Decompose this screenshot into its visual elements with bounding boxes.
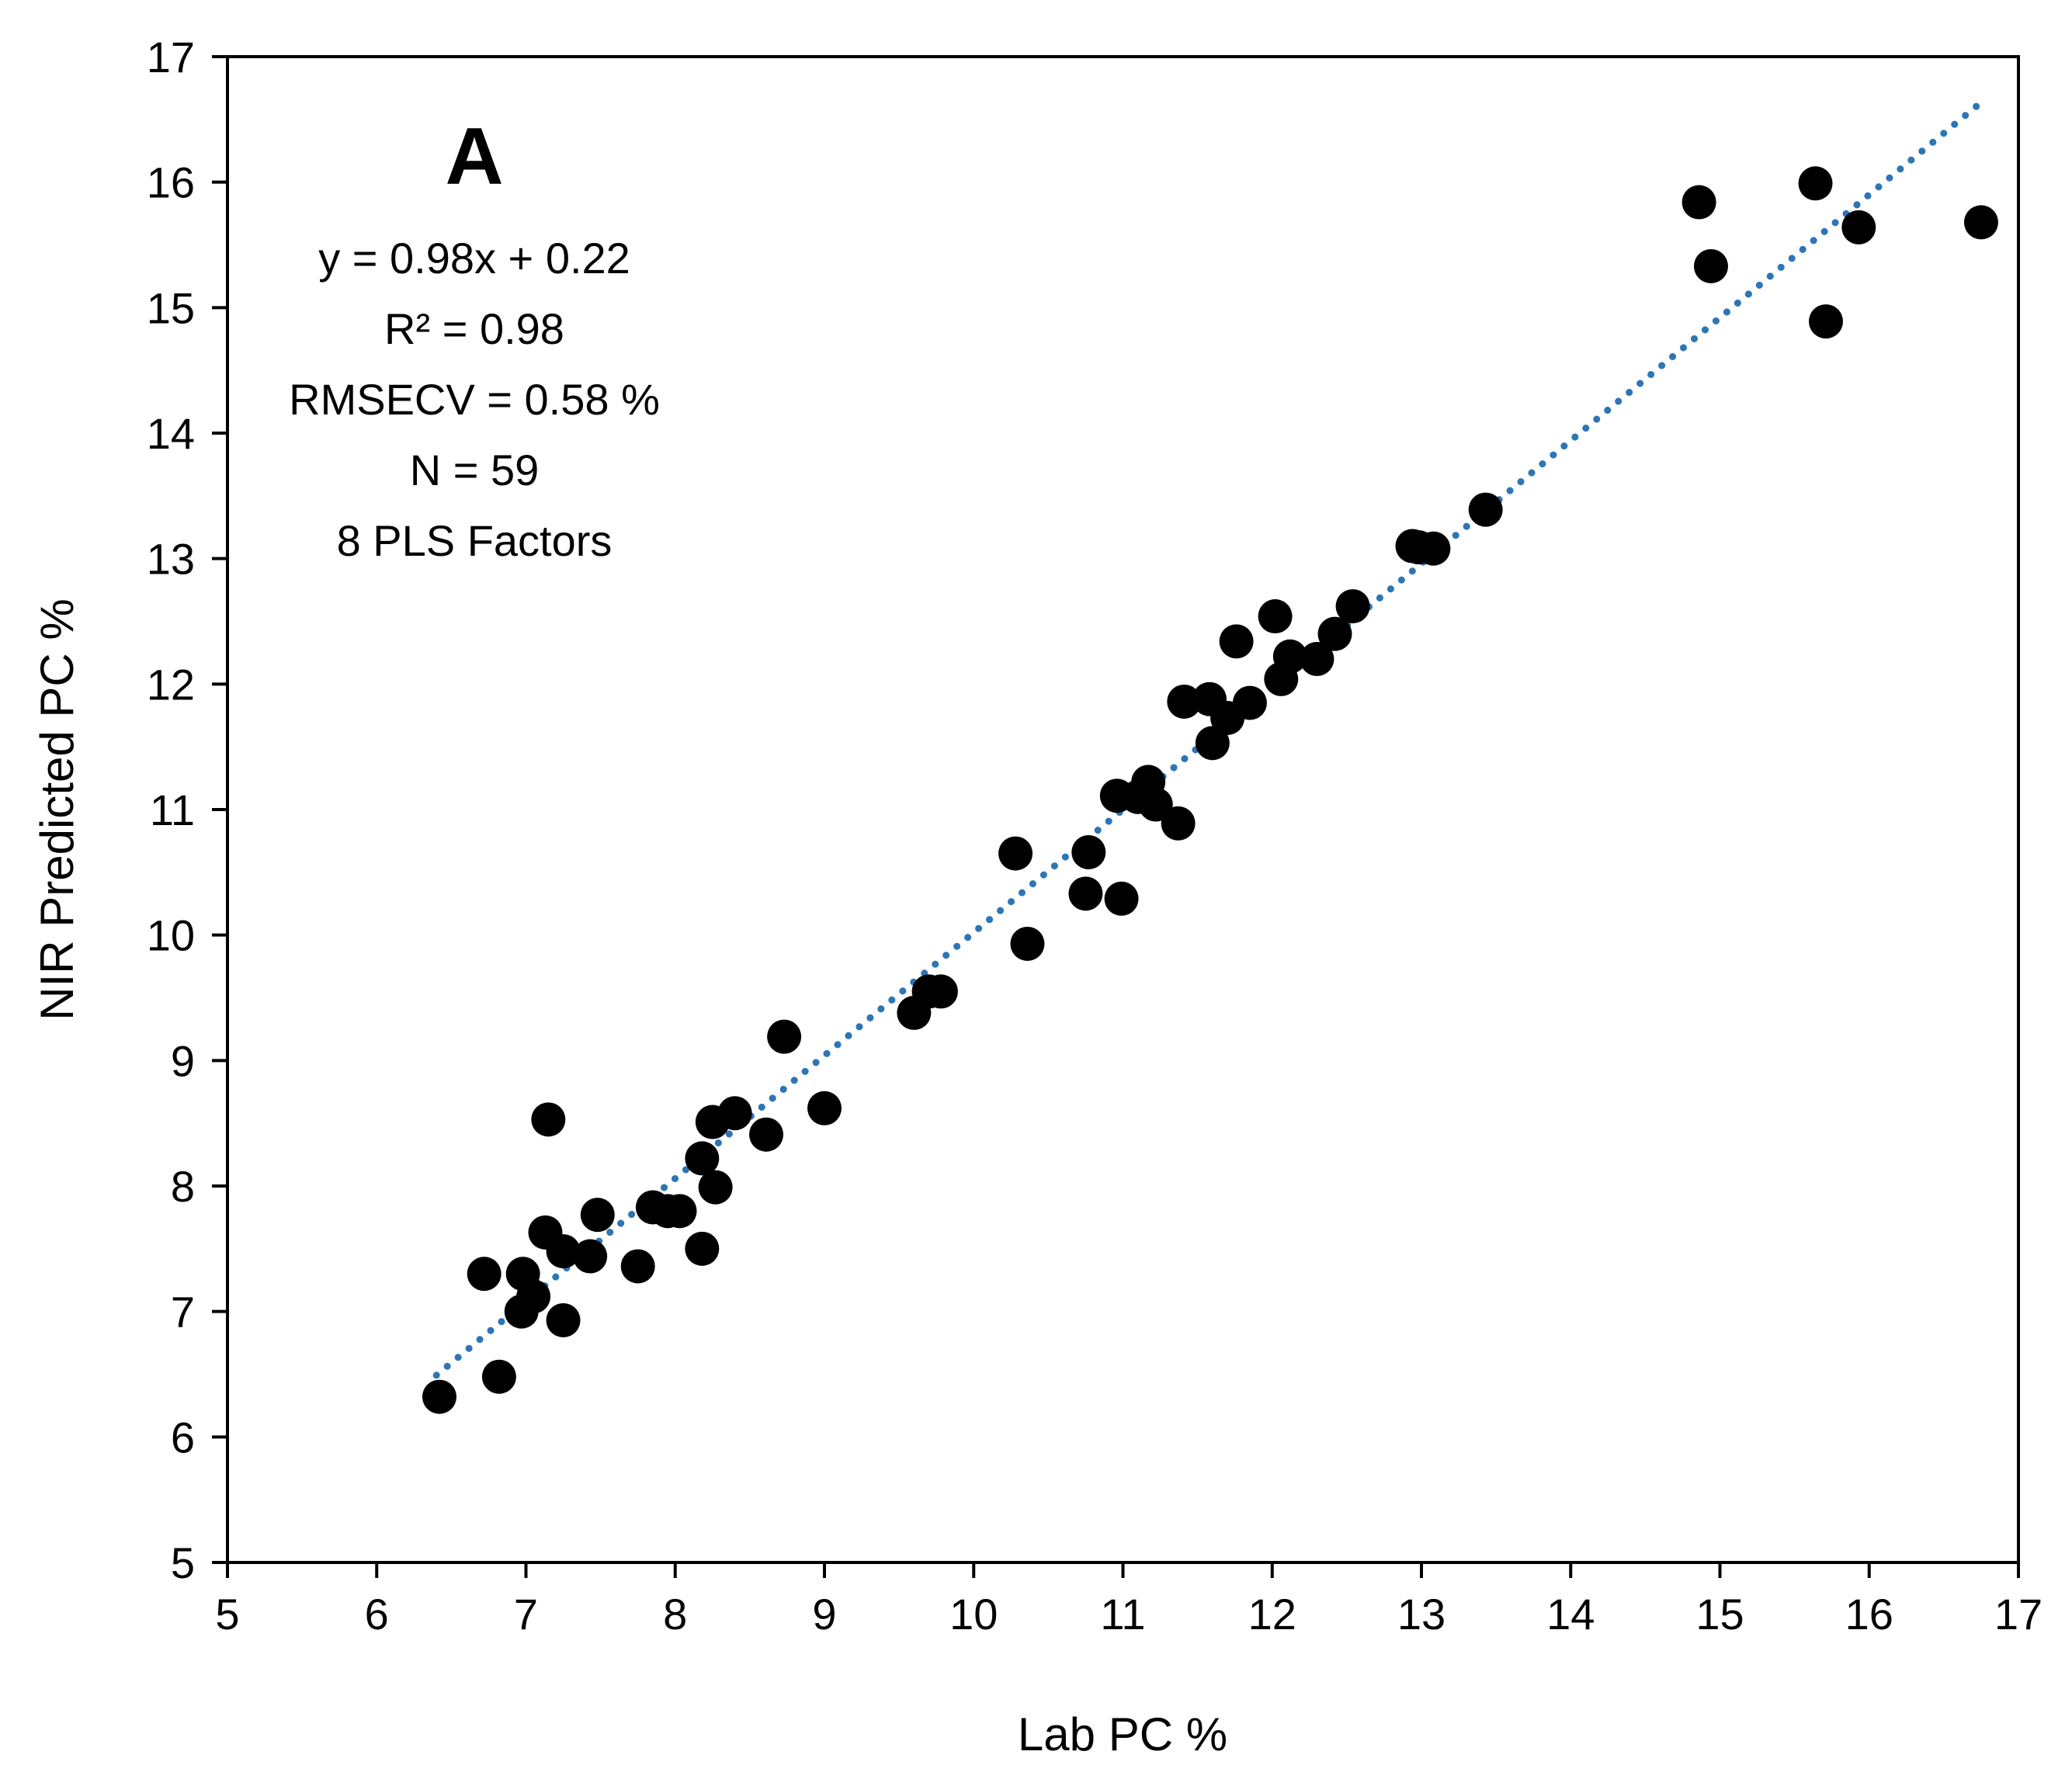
y-tick-label: 12 [147, 660, 195, 709]
data-point [1272, 639, 1307, 674]
y-tick-label: 9 [171, 1036, 195, 1085]
y-tick-label: 5 [171, 1538, 195, 1587]
data-point [767, 1019, 802, 1054]
y-tick-label: 7 [171, 1288, 195, 1337]
annotation-rmsecv: RMSECV = 0.58 % [289, 375, 660, 424]
data-point [662, 1194, 697, 1229]
data-point [1808, 304, 1843, 339]
data-point [1068, 876, 1103, 911]
data-point [1317, 616, 1352, 651]
data-point [1071, 834, 1106, 869]
data-point [1219, 624, 1254, 659]
x-tick-label: 16 [1845, 1590, 1893, 1639]
annotation-sample-count: N = 59 [410, 446, 540, 494]
x-tick-label: 15 [1695, 1590, 1744, 1639]
x-tick-label: 11 [1100, 1590, 1145, 1639]
data-point [580, 1198, 615, 1233]
y-tick-label: 6 [171, 1413, 195, 1462]
x-tick-label: 7 [514, 1590, 538, 1639]
data-point [1335, 589, 1370, 624]
y-tick-label: 8 [171, 1162, 195, 1211]
data-point [1138, 787, 1173, 822]
data-point [807, 1091, 842, 1125]
panel-label: A [445, 112, 503, 202]
data-point [1195, 726, 1230, 761]
data-point [481, 1359, 516, 1394]
annotation-r-squared: R² = 0.98 [384, 304, 564, 353]
x-tick-label: 8 [663, 1590, 687, 1639]
data-point [1401, 530, 1436, 565]
data-point [698, 1170, 733, 1205]
points-layer [422, 166, 1998, 1414]
data-point [620, 1249, 655, 1284]
axes: 5 6 7 8 9 10 11 12 13 14 15 16 17 5 6 7 8 9 10 11 12 13 14 15 16… [147, 33, 2042, 1639]
data-point [422, 1379, 456, 1414]
data-point [546, 1234, 581, 1269]
x-tick-label: 5 [215, 1590, 239, 1639]
y-tick-label: 13 [147, 535, 195, 584]
data-point [1841, 210, 1876, 244]
annotation-pls-factors: 8 PLS Factors [337, 516, 613, 565]
data-point [573, 1239, 608, 1274]
data-point [1682, 185, 1716, 220]
data-point [467, 1257, 502, 1292]
x-tick-label: 9 [812, 1590, 836, 1639]
data-point [546, 1302, 581, 1337]
x-tick-label: 6 [365, 1590, 389, 1639]
y-tick-label: 11 [150, 785, 195, 834]
data-point [923, 974, 958, 1009]
y-tick-label: 17 [147, 33, 195, 81]
data-point [1798, 166, 1833, 201]
x-tick-label: 17 [1994, 1590, 2042, 1639]
data-point [1693, 248, 1728, 283]
data-point [1167, 684, 1202, 719]
y-tick-label: 10 [147, 911, 195, 960]
x-tick-label: 14 [1546, 1590, 1595, 1639]
y-axis-title: NIR Predicted PC % [31, 598, 83, 1021]
data-point [516, 1279, 551, 1314]
data-point [685, 1141, 720, 1176]
x-axis-title: Lab PC % [1018, 1708, 1227, 1760]
data-point [1161, 806, 1196, 841]
data-point [717, 1096, 752, 1131]
x-tick-label: 12 [1248, 1590, 1296, 1639]
data-point [1104, 881, 1139, 916]
data-point [1232, 685, 1267, 720]
x-tick-label: 13 [1397, 1590, 1446, 1639]
y-tick-label: 14 [147, 409, 195, 458]
data-point [1010, 926, 1045, 961]
y-tick-label: 15 [147, 283, 195, 332]
annotation-equation: y = 0.98x + 0.22 [318, 234, 630, 283]
data-point [531, 1102, 566, 1137]
data-point [1963, 205, 1998, 240]
data-point [685, 1231, 720, 1266]
data-point [1300, 642, 1334, 676]
data-point [749, 1117, 784, 1152]
data-point [1258, 599, 1293, 634]
x-tick-label: 10 [949, 1590, 998, 1639]
y-tick-label: 16 [147, 158, 195, 207]
data-point [998, 836, 1033, 871]
data-point [1468, 492, 1503, 527]
